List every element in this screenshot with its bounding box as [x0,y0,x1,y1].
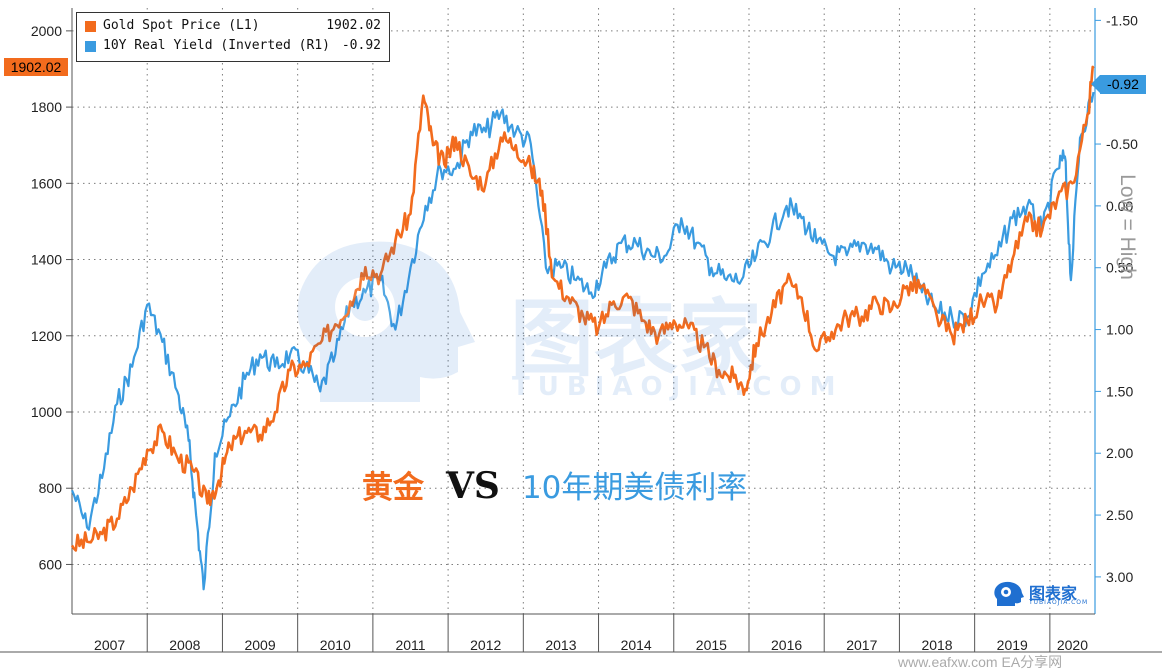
x-tick-label: 2019 [997,637,1028,653]
right-tick-label: -1.50 [1106,12,1138,28]
logo-brand: 图表家 [1029,584,1078,603]
logo-sub: TUBIAOJIA.COM [1029,599,1089,606]
caption-yield: 10年期美债利率 [521,470,748,506]
series-line-real-yield [70,91,1095,591]
tick-labels: 600800100012001400160018002000-1.50-1.00… [31,12,1138,653]
legend-item-gold: Gold Spot Price (L1) 1902.02 [85,18,381,36]
watermark: 图表家 TUBIAOJIA.COM [280,232,860,412]
left-tick-label: 1000 [31,404,62,420]
left-tick-label: 1800 [31,99,62,115]
x-tick-label: 2008 [169,637,200,653]
grid [72,8,1095,614]
caption-vs: VS [446,465,500,507]
x-tick-label: 2020 [1057,637,1088,653]
x-tick-label: 2009 [244,637,275,653]
head-silhouette-icon [297,241,475,402]
left-tick-label: 600 [39,556,63,572]
legend-label-yield: 10Y Real Yield (Inverted (R1) [103,38,330,53]
right-tick-label: 2.00 [1106,445,1133,461]
right-axis-side-label-text: Low = High [1116,174,1139,280]
axes [0,8,1162,653]
right-tick-label: 1.50 [1106,383,1133,399]
x-tick-label: 2015 [696,637,727,653]
x-tick-label: 2007 [94,637,125,653]
right-tick-label: -0.50 [1106,136,1138,152]
x-tick-label: 2016 [771,637,802,653]
x-tick-label: 2017 [846,637,877,653]
x-tick-label: 2011 [395,637,425,653]
watermark-brand: 图表家 [510,290,763,388]
legend-item-yield: 10Y Real Yield (Inverted (R1) -0.92 [85,38,381,56]
left-tick-label: 2000 [31,23,62,39]
series-line-gold [70,65,1095,552]
gold-last-value-badge: 1902.02 [4,58,68,76]
source-credit: www.eafxw.com EA分享网 [898,654,1063,670]
x-tick-label: 2014 [621,637,652,653]
x-tick-label: 2018 [921,637,952,653]
legend: Gold Spot Price (L1) 1902.02 10Y Real Yi… [76,12,390,62]
right-tick-label: 1.00 [1106,322,1133,338]
x-tick-label: 2010 [320,637,351,653]
left-tick-label: 1400 [31,252,62,268]
left-tick-label: 800 [39,480,63,496]
brand-logo: 图表家 TUBIAOJIA.COM [993,580,1089,608]
legend-value-yield: -0.92 [341,38,381,53]
watermark-sub: TUBIAOJIA.COM [512,372,844,402]
caption-gold: 黄金 [362,470,424,506]
legend-swatch-gold [85,21,96,32]
head-logo-icon [994,581,1024,606]
right-tick-label: 2.50 [1106,507,1133,523]
series-layer [70,65,1095,591]
right-tick-label: 0.50 [1106,260,1133,276]
left-tick-label: 1600 [31,175,62,191]
right-tick-label: 3.00 [1106,569,1133,585]
right-tick-label: 0.00 [1106,198,1133,214]
x-tick-label: 2012 [470,637,501,653]
chart-caption: 黄金 VS 10年期美债利率 [362,466,747,506]
yield-last-value-badge: -0.92 [1091,75,1146,94]
x-tick-label: 2013 [545,637,576,653]
legend-swatch-yield [85,41,96,52]
left-tick-label: 1200 [31,328,62,344]
legend-value-gold: 1902.02 [326,18,381,33]
legend-label-gold: Gold Spot Price (L1) [103,18,260,33]
